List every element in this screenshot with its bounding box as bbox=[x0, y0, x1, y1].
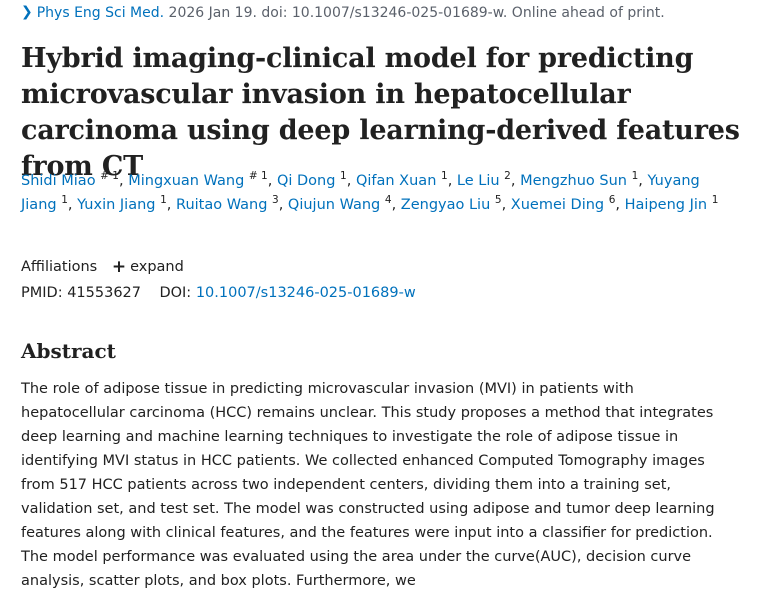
author-item: Yuxin Jiang 1, bbox=[77, 194, 177, 213]
identifiers-row: PMID: 41553627 DOI: 10.1007/s13246-025-0… bbox=[21, 283, 416, 303]
doi-label: DOI: bbox=[159, 285, 192, 301]
author-link[interactable]: Mengzhuo Sun bbox=[520, 173, 627, 189]
author-link[interactable]: Le Liu bbox=[456, 173, 500, 189]
author-item: Xuemei Ding 6, bbox=[510, 194, 625, 213]
author-item: Mengzhuo Sun 1, bbox=[520, 170, 648, 189]
pmid-value: 41553627 bbox=[67, 285, 142, 301]
author-affiliation-sup[interactable]: 6 bbox=[608, 194, 616, 206]
author-affiliation-sup[interactable]: 2 bbox=[504, 170, 511, 182]
author-affiliation-sup[interactable]: 5 bbox=[494, 194, 502, 206]
author-affiliation-sup[interactable]: 1 bbox=[441, 170, 448, 182]
author-item: Yuyang Jiang 1, bbox=[21, 173, 700, 213]
author-affiliation-sup[interactable]: 1 bbox=[711, 194, 719, 206]
article-page: ❯ Phys Eng Sci Med. 2026 Jan 19. doi: 10.… bbox=[21, 4, 740, 589]
abstract-heading: Abstract bbox=[21, 339, 116, 363]
expand-label: expand bbox=[130, 259, 184, 275]
author-link[interactable]: Shidi Miao bbox=[21, 173, 96, 189]
author-link[interactable]: Qifan Xuan bbox=[355, 173, 437, 189]
author-item: Shidi Miao # 1, bbox=[21, 170, 129, 189]
plus-icon: + bbox=[111, 257, 127, 277]
author-item: Mingxuan Wang # 1, bbox=[128, 170, 277, 189]
author-link[interactable]: Yuxin Jiang bbox=[77, 197, 156, 213]
chevron-right-icon[interactable]: ❯ bbox=[21, 4, 33, 20]
author-item: Qi Dong 1, bbox=[276, 170, 356, 189]
author-affiliation-sup[interactable]: 1 bbox=[160, 194, 167, 206]
citation-line: ❯ Phys Eng Sci Med. 2026 Jan 19. doi: 10.… bbox=[21, 4, 665, 22]
doi-link[interactable]: 10.1007/s13246-025-01689-w bbox=[195, 285, 416, 301]
abstract-text: The role of adipose tissue in predicting… bbox=[21, 381, 715, 589]
author-link[interactable]: Mingxuan Wang bbox=[128, 173, 245, 189]
author-affiliation-sup[interactable]: # 1 bbox=[248, 170, 268, 182]
affiliations-label: Affiliations bbox=[21, 259, 98, 275]
author-affiliation-sup[interactable]: 4 bbox=[384, 194, 392, 206]
author-affiliation-sup[interactable]: 1 bbox=[61, 194, 68, 206]
pmid-label: PMID: bbox=[21, 285, 63, 301]
author-item: Qifan Xuan 1, bbox=[355, 170, 457, 189]
author-link[interactable]: Yuyang Jiang bbox=[21, 173, 700, 213]
affiliations-row: Affiliations + expand bbox=[21, 256, 184, 277]
affiliations-expand-button[interactable]: + expand bbox=[111, 257, 184, 277]
author-affiliation-sup[interactable]: 1 bbox=[631, 170, 639, 182]
author-link[interactable]: Ruitao Wang bbox=[176, 197, 268, 213]
author-link[interactable]: Xuemei Ding bbox=[510, 197, 605, 213]
author-link[interactable]: Qiujun Wang bbox=[287, 197, 381, 213]
journal-link[interactable]: Phys Eng Sci Med. bbox=[36, 5, 165, 21]
author-link[interactable]: Qi Dong bbox=[276, 173, 336, 189]
author-item: Haipeng Jin 1 bbox=[624, 194, 719, 213]
article-title: Hybrid imaging-clinical model for predic… bbox=[21, 43, 740, 182]
author-affiliation-sup[interactable]: 1 bbox=[340, 170, 347, 182]
author-affiliation-sup[interactable]: 3 bbox=[272, 194, 279, 206]
author-item: Le Liu 2, bbox=[456, 170, 521, 189]
author-item: Qiujun Wang 4, bbox=[287, 194, 401, 213]
author-item: Zengyao Liu 5, bbox=[400, 194, 511, 213]
author-link[interactable]: Zengyao Liu bbox=[400, 197, 491, 213]
authors-list: Shidi Miao # 1, Mingxuan Wang # 1, Qi Do… bbox=[21, 169, 721, 217]
author-item: Ruitao Wang 3, bbox=[176, 194, 288, 213]
author-affiliation-sup[interactable]: # 1 bbox=[100, 170, 119, 182]
author-link[interactable]: Haipeng Jin bbox=[624, 197, 708, 213]
citation-details: 2026 Jan 19. doi: 10.1007/s13246-025-016… bbox=[168, 5, 665, 21]
